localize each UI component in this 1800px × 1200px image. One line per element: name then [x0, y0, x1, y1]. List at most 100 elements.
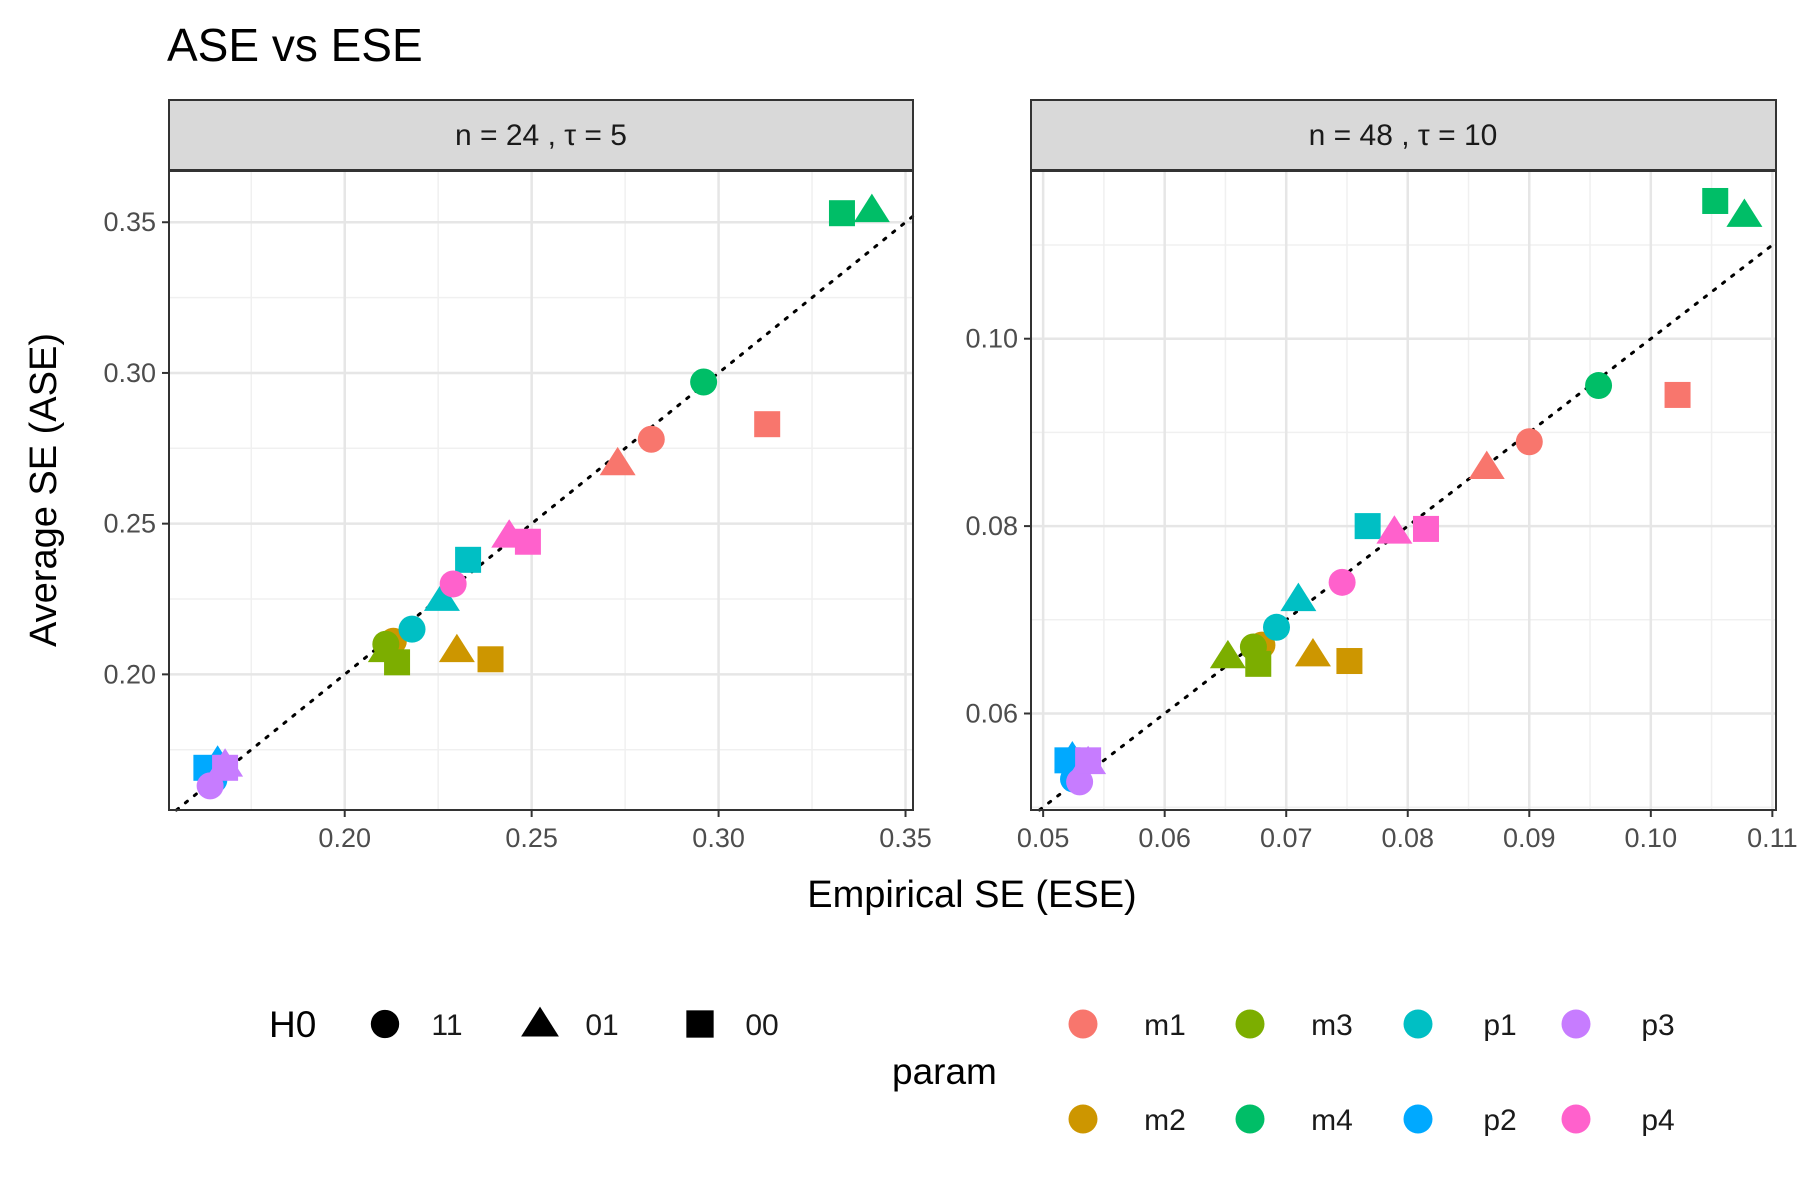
shape-legend-title: H0 [269, 1004, 316, 1045]
point-p1-11 [1262, 613, 1290, 641]
x-tick-label: 0.35 [879, 823, 932, 853]
color-legend-label: m1 [1144, 1009, 1186, 1042]
point-m1-00 [754, 411, 781, 438]
x-tick-label: 0.07 [1260, 823, 1313, 853]
y-tick-label: 0.30 [103, 358, 156, 388]
point-m1-11 [1515, 428, 1543, 456]
identity-line [174, 214, 915, 812]
color-legend-label: m4 [1311, 1104, 1353, 1137]
legend-circle-icon [370, 1009, 400, 1039]
point-p1-00 [1354, 513, 1381, 540]
legend-square-icon [686, 1010, 714, 1038]
point-m2-01 [1294, 637, 1331, 667]
point-p1-11 [398, 615, 426, 643]
panel-2-grid [1031, 171, 1776, 810]
color-legend-label: m2 [1144, 1104, 1186, 1137]
x-tick-label: 0.20 [318, 823, 371, 853]
point-m2-01 [438, 633, 475, 663]
panel-2-points [1054, 187, 1763, 796]
panel-2-strip [1030, 99, 1777, 171]
y-tick-label: 0.20 [103, 659, 156, 689]
point-p4-11 [1328, 568, 1356, 596]
color-legend-label: p3 [1641, 1009, 1674, 1042]
point-m4-11 [1585, 372, 1613, 400]
panel-2: n = 48 , τ = 10 0.05 0.06 0.07 0.08 0.09 0.10… [965, 99, 1798, 853]
color-legend-title: param [892, 1051, 997, 1092]
point-p4-00 [1412, 515, 1439, 542]
legend-swatch-p3 [1561, 1009, 1591, 1039]
point-m4-01 [853, 193, 890, 223]
legend-swatch-m1 [1068, 1009, 1098, 1039]
point-p3-11 [1066, 768, 1094, 796]
x-tick-label: 0.11 [1747, 823, 1798, 853]
point-p3-00 [1075, 747, 1102, 774]
point-p4-01 [1376, 515, 1413, 544]
point-m2-00 [477, 646, 504, 673]
panel-1-y-axis: 0.20 0.25 0.30 0.35 [103, 207, 169, 689]
y-axis-title: Average SE (ASE) [23, 333, 65, 647]
panel-1-points [193, 193, 890, 800]
point-m1-00 [1664, 381, 1691, 408]
legend-swatch-m2 [1068, 1104, 1098, 1134]
color-legend-label: p1 [1483, 1009, 1516, 1042]
legend-swatch-p2 [1403, 1104, 1433, 1134]
x-axis-title: Empirical SE (ESE) [807, 874, 1136, 916]
point-p4-00 [514, 528, 541, 555]
point-p3-00 [212, 754, 239, 781]
y-tick-label: 0.10 [965, 324, 1018, 354]
panel-1-strip-text: n = 24 , τ = 5 [455, 119, 627, 152]
legend-swatch-p1 [1403, 1009, 1433, 1039]
y-tick-label: 0.08 [965, 511, 1018, 541]
point-m2-00 [1336, 648, 1363, 675]
x-tick-label: 0.25 [505, 823, 558, 853]
point-m4-11 [690, 368, 718, 396]
color-legend-label: m3 [1311, 1009, 1353, 1042]
point-m1-01 [1468, 450, 1505, 479]
point-m3-01 [1209, 639, 1246, 669]
point-p1-00 [455, 546, 482, 573]
x-tick-label: 0.09 [1503, 823, 1556, 853]
shape-legend-label: 00 [745, 1009, 778, 1042]
panel-1-strip [168, 99, 914, 171]
legend-swatch-m4 [1235, 1104, 1265, 1134]
point-p1-01 [423, 582, 460, 611]
legend-swatch-m3 [1235, 1009, 1265, 1039]
x-tick-label: 0.05 [1017, 823, 1070, 853]
panel-1-grid [169, 171, 913, 810]
x-tick-label: 0.08 [1381, 823, 1434, 853]
x-tick-label: 0.30 [692, 823, 745, 853]
panel-2-plot-frame [1030, 170, 1777, 811]
panel-1-reference-line [174, 214, 915, 812]
point-m4-00 [828, 200, 855, 227]
legend-swatch-p4 [1561, 1104, 1591, 1134]
point-p4-11 [439, 570, 467, 598]
point-m4-01 [1726, 198, 1763, 227]
color-legend-label: p4 [1641, 1104, 1674, 1137]
y-tick-label: 0.25 [103, 509, 156, 539]
chart-title: ASE vs ESE [167, 19, 423, 71]
y-tick-label: 0.35 [103, 207, 156, 237]
color-legend: param m1 m2 m3 m4 p1 p2 p3 p4 [892, 1009, 1675, 1137]
point-p1-01 [1280, 582, 1317, 612]
shape-legend: H0 11 01 00 [269, 1004, 779, 1045]
x-tick-label: 0.06 [1138, 823, 1191, 853]
shape-legend-label: 01 [585, 1009, 618, 1042]
panel-2-strip-text: n = 48 , τ = 10 [1309, 119, 1498, 152]
point-m1-01 [599, 446, 636, 476]
panel-2-x-axis: 0.05 0.06 0.07 0.08 0.09 0.10 0.11 [1017, 810, 1798, 853]
legend-triangle-icon [521, 1006, 559, 1037]
point-m3-00 [384, 649, 411, 676]
color-legend-label: p2 [1483, 1104, 1516, 1137]
point-m4-00 [1702, 187, 1729, 214]
x-tick-label: 0.10 [1625, 823, 1678, 853]
panel-1-x-axis: 0.20 0.25 0.30 0.35 [318, 810, 932, 853]
y-tick-label: 0.06 [965, 698, 1018, 728]
shape-legend-items: 11 01 00 [370, 1006, 779, 1042]
panel-1: n = 24 , τ = 5 0.20 0.25 0.30 0.35 0.20 0.25… [103, 99, 932, 853]
panel-2-y-axis: 0.06 0.08 0.10 [965, 324, 1031, 728]
panel-1-plot-frame [168, 170, 914, 811]
panel-1-background [169, 171, 913, 810]
color-legend-items: m1 m2 m3 m4 p1 p2 p3 p4 [1068, 1009, 1675, 1137]
point-m1-11 [637, 425, 665, 453]
